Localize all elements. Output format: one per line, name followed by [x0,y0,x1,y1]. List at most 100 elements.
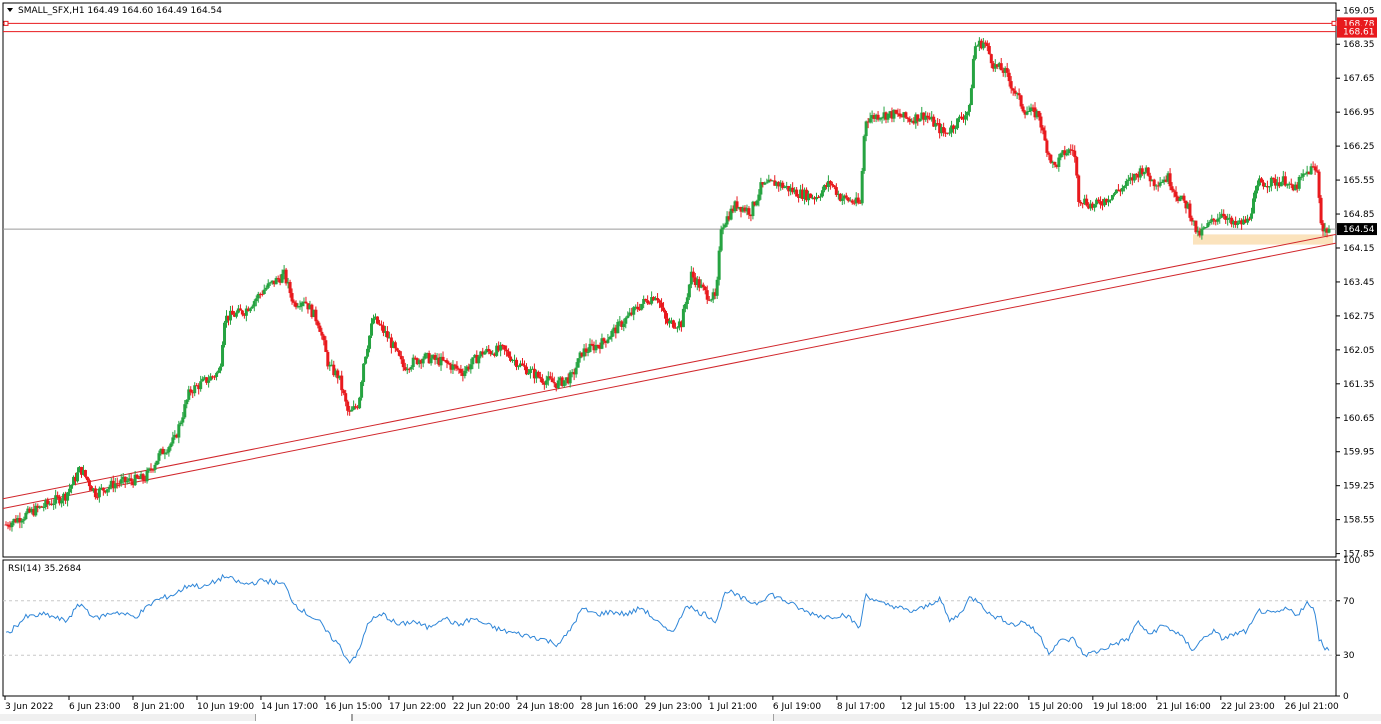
candle-body [1071,149,1075,151]
triangle-down-icon[interactable] [7,8,13,12]
candle-body [1299,176,1303,178]
candle-body [505,349,509,352]
candle-body [995,64,999,67]
candle-body [159,448,163,454]
symbol-header: SMALL_SFX,H1 164.49 164.60 164.49 164.54 [18,6,222,16]
candle-body [522,365,526,367]
candle-body [1150,179,1154,182]
candle-body [552,382,556,384]
candle-body [318,325,322,332]
candle-body [594,344,598,351]
candle-body [824,185,828,188]
candle-body [1325,228,1329,233]
candle-body [960,116,963,119]
candle-body [217,370,221,373]
candle-body [1234,221,1238,225]
candle-body [354,406,358,408]
candle-body [1240,220,1244,225]
candle-body [1273,179,1277,186]
support-zone[interactable] [1193,234,1333,245]
trendline-upper[interactable] [2,233,1337,500]
candle-body [1027,111,1031,113]
candle-body [391,342,395,348]
candle-body [1130,177,1134,181]
candle-body [1228,217,1232,219]
candle-body [1126,179,1130,182]
candle-body [457,368,461,370]
resistance-lower-price-label: 168.61 [1343,28,1375,38]
candle-body [300,302,304,307]
line-anchor-right[interactable] [1331,20,1337,26]
candle-body [266,283,270,288]
candle-body [961,118,965,120]
candle-body [991,63,995,69]
candle-body [250,306,254,309]
price-tick-label: 162.75 [1343,312,1375,322]
candle-body [415,358,419,365]
candle-body [975,45,979,47]
candle-body [715,279,719,296]
candle-body [993,64,997,69]
candle-body [834,187,838,195]
time-tick-label: 6 Jul 19:00 [773,702,822,712]
candle-body [741,207,745,212]
candle-body [838,193,842,201]
candle-body [1081,203,1085,205]
candle-body [1250,213,1254,219]
candle-body [1182,195,1186,201]
candle-body [22,519,26,521]
line-anchor-left[interactable] [3,20,9,26]
chart-tab-active[interactable] [255,714,352,721]
candle-body [892,110,896,119]
candle-body [965,111,969,116]
candle-body [777,182,781,187]
candle-body [346,401,350,411]
candle-body [542,382,546,385]
candle-body [280,273,284,283]
candle-body [1069,149,1073,151]
candle-body [169,443,173,448]
candle-body [530,368,534,370]
candle-body [399,355,403,360]
trendline-lower[interactable] [2,242,1337,509]
candle-body [914,114,918,124]
candle-body [405,368,409,371]
candle-body [985,43,989,46]
candle-body [636,306,640,310]
candle-body [1019,95,1023,107]
candle-body [1049,154,1053,163]
candle-body [350,409,354,412]
price-tick-label: 166.95 [1343,108,1375,118]
candle-body [558,377,562,381]
candle-body [1317,171,1321,198]
candle-body [151,469,155,471]
candle-body [455,365,459,369]
candle-body [610,330,614,337]
candle-body [1269,177,1273,187]
candle-body [666,318,669,324]
candle-body [771,180,775,182]
candle-body [242,314,246,316]
candle-body [165,452,169,454]
candle-body [723,224,727,228]
candle-body [1208,221,1212,224]
chart-tab-scroll[interactable] [352,714,774,721]
candle-body [1003,68,1007,73]
candle-body [1166,173,1170,182]
candle-body [1263,185,1267,187]
candle-body [483,352,487,355]
rsi-pane[interactable] [2,559,1337,697]
candle-body [874,114,878,119]
candle-body [1097,199,1101,202]
candle-body [538,376,542,379]
candle-body [1085,198,1089,206]
candle-body [36,505,40,508]
candle-body [1039,116,1043,128]
candle-body [451,364,455,370]
candle-body [1244,219,1248,223]
candle-body [322,335,326,341]
price-pane[interactable] [2,2,1337,558]
candle-body [1067,149,1071,154]
